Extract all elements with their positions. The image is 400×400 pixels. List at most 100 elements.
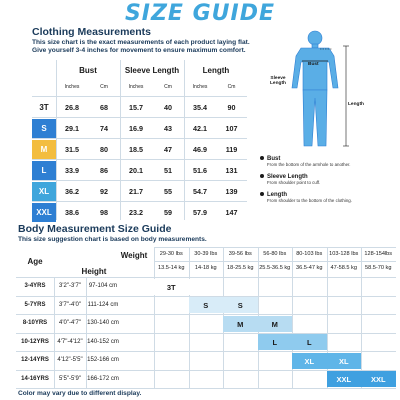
table-divider <box>154 261 396 262</box>
height-inches: 4'0"-4'7" <box>59 320 81 326</box>
table-divider <box>292 247 293 388</box>
table-divider <box>326 247 328 388</box>
size-chip: 3T <box>154 278 223 295</box>
person-silhouette-icon <box>291 30 349 147</box>
age-value: 3-4YRS <box>24 283 46 289</box>
measurement-value: 55 <box>164 187 172 196</box>
table-divider <box>361 247 362 388</box>
size-chip-label: S <box>203 301 209 310</box>
note-bust: Bust From the bottom of the armhole to a… <box>260 156 400 167</box>
weight-kg-6: 58.5-70 kg <box>365 265 392 271</box>
clothing-heading: Clothing Measurements <box>32 26 152 38</box>
height-cm: 111-124 cm <box>87 301 119 308</box>
table-divider <box>188 247 190 388</box>
table-divider <box>154 247 155 388</box>
note-bust-desc: From the bottom of the armhole to anothe… <box>267 162 351 167</box>
measurement-value: 42.1 <box>193 124 207 133</box>
clothing-table: Bust Sleeve Length Length Inches Cm Inches Cm I… <box>32 60 247 222</box>
weight-kg-0: 13.5-14 kg <box>158 265 185 271</box>
measurement-value: 16.9 <box>129 124 143 133</box>
size-label: XL <box>32 182 56 201</box>
bullet-icon <box>260 174 264 179</box>
size-label: XXL <box>32 203 56 222</box>
weight-lbs-3: 56-80 lbs <box>263 251 287 257</box>
weight-header: Weight <box>120 251 148 260</box>
table-row: L 33.9 86 20.1 51 51.6 131 <box>32 159 247 180</box>
body-table: Age Height Weight 29-30 lbs 13.5-14 kg 30-39 … <box>16 247 396 390</box>
measurement-value: 92 <box>100 187 108 196</box>
measurement-value: 80 <box>100 145 108 154</box>
body-heading: Body Measurement Size Guide <box>18 223 172 235</box>
age-header: Age <box>27 257 43 266</box>
clothing-line-1: This size chart is the exact measurement… <box>32 39 250 46</box>
unit-header: Inches <box>64 84 80 90</box>
bullet-icon <box>260 156 264 161</box>
body-line-1: This size suggestion chart is based on b… <box>18 236 207 243</box>
weight-lbs-1: 30-39 lbs <box>194 251 218 257</box>
size-chip-label: XXL <box>336 375 352 384</box>
age-value: 8-10YRS <box>22 320 48 326</box>
height-cm: 166-172 cm <box>87 375 119 382</box>
column-group-1: Sleeve Length <box>124 66 180 75</box>
measurement-value: 47 <box>164 145 172 154</box>
age-value: 10-12YRS <box>21 338 49 345</box>
size-chip-label: 3T <box>166 282 176 292</box>
measurement-value: 68 <box>100 103 108 112</box>
size-chip-label: S <box>237 301 243 310</box>
measurement-value: 40 <box>164 103 172 112</box>
figure-label-length: Length <box>348 102 364 107</box>
weight-kg-4: 36.5-47 kg <box>296 265 323 271</box>
table-divider <box>54 277 55 388</box>
measurement-value: 18.5 <box>129 145 143 154</box>
weight-lbs-0: 29-30 lbs <box>159 251 183 257</box>
measurement-value: 26.8 <box>65 103 79 112</box>
age-value: 5-7YRS <box>24 301 46 308</box>
table-divider <box>16 314 396 315</box>
note-sleeve: Sleeve Length From shoulder point to cuf… <box>260 174 400 185</box>
measurement-value: 51.6 <box>193 166 207 175</box>
table-divider <box>16 332 396 334</box>
height-cm: 97-104 cm <box>88 283 118 289</box>
unit-header: Inches <box>128 84 144 90</box>
height-cm: 140-152 cm <box>87 338 119 345</box>
measurement-value: 98 <box>100 208 108 217</box>
measurement-value: 119 <box>225 145 238 154</box>
size-label: L <box>32 161 56 180</box>
size-chip: XXL XXL <box>326 371 396 387</box>
table-divider <box>16 277 396 278</box>
measurement-value: 147 <box>225 208 238 217</box>
table-divider <box>16 369 396 371</box>
weight-kg-5: 47-58.5 kg <box>330 265 357 271</box>
measurement-value: 54.7 <box>193 187 207 196</box>
measurement-value: 35.4 <box>193 103 207 112</box>
clothing-line-2: Give yourself 3-4 inches for movement to… <box>32 47 246 54</box>
size-label: S <box>32 119 56 138</box>
weight-lbs-6: 128-154lbs <box>364 251 393 257</box>
note-bust-title: Bust <box>267 156 281 162</box>
note-length-title: Length <box>267 192 287 198</box>
bullet-icon <box>260 192 264 197</box>
unit-header: Inches <box>192 84 208 90</box>
measurement-value: 131 <box>225 166 238 175</box>
measurement-value: 86 <box>100 166 108 175</box>
size-chip-label: XXL <box>370 375 386 384</box>
figure-label-sleeve: Sleeve Length <box>270 76 286 86</box>
table-divider <box>16 351 396 352</box>
unit-header: Cm <box>227 84 236 90</box>
measurement-value: 107 <box>225 124 238 133</box>
measurement-value: 43 <box>164 124 172 133</box>
measurement-value: 31.5 <box>65 145 79 154</box>
measurement-value: 20.1 <box>129 166 143 175</box>
unit-header: Cm <box>164 84 172 90</box>
table-row: 3T 26.8 68 15.7 40 35.4 90 <box>32 96 247 117</box>
measurement-value: 57.9 <box>193 208 207 217</box>
height-inches: 5'5"-5'9" <box>59 375 81 382</box>
measurement-value: 59 <box>164 208 172 217</box>
weight-lbs-2: 39-56 lbs <box>228 251 252 257</box>
table-divider <box>16 295 396 297</box>
weight-kg-2: 18-25.5 kg <box>227 265 254 271</box>
size-label: 3T <box>32 98 56 117</box>
note-sleeve-desc: From shoulder point to cuff. <box>267 180 321 185</box>
